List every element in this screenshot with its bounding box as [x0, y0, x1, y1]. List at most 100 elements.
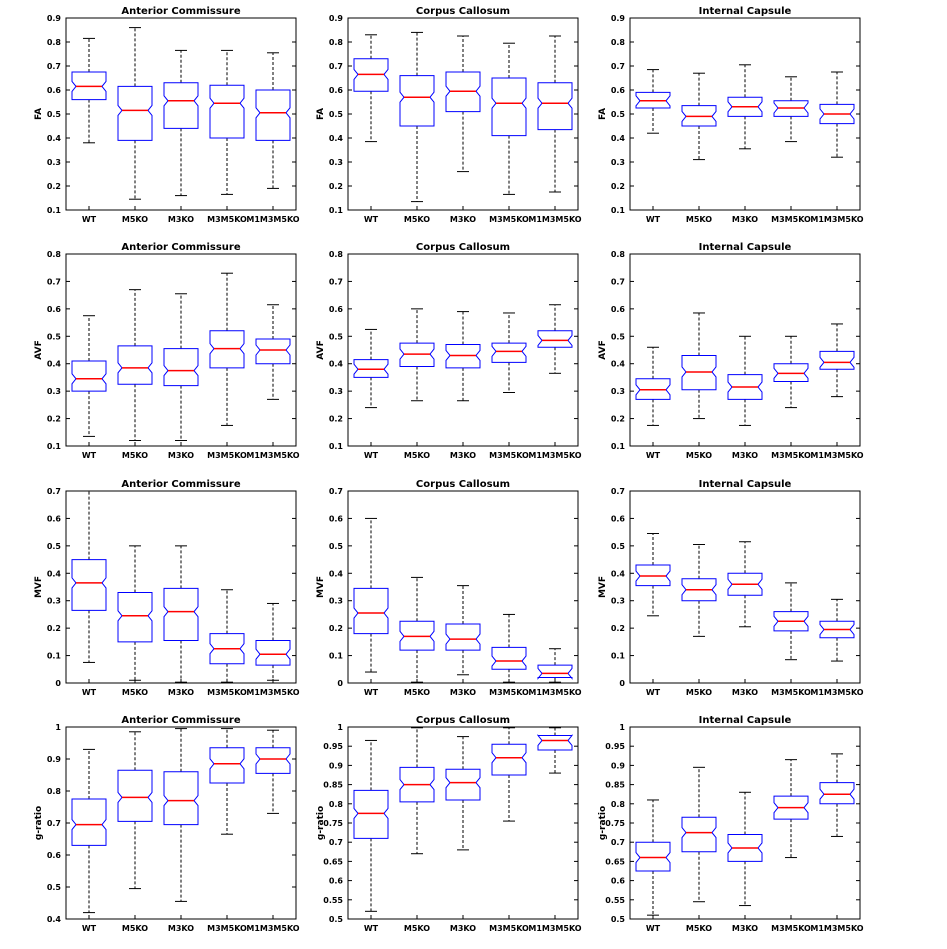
box-group: [163, 293, 199, 442]
box-group: [399, 31, 435, 203]
box-group: [537, 648, 573, 683]
box-group: [209, 728, 245, 835]
y-tick-label: 1: [337, 723, 343, 732]
box-group: [635, 799, 671, 916]
y-tick-label: 0.6: [47, 514, 62, 523]
y-tick-label: 0.7: [47, 62, 61, 71]
box-body: [491, 342, 527, 363]
box-body: [773, 100, 809, 117]
plot-frame: [629, 490, 861, 684]
x-tick-label: M3M5KO: [771, 215, 811, 224]
y-tick-label: 0.3: [47, 158, 61, 167]
y-tick-label: 0: [337, 679, 343, 688]
box-body: [255, 639, 291, 666]
y-tick-label: 0.2: [47, 182, 61, 191]
y-tick-label: 0.3: [611, 387, 625, 396]
y-tick-label: 0.6: [47, 86, 62, 95]
box-body: [819, 782, 855, 805]
x-tick-label: M5KO: [404, 924, 430, 933]
box-group: [773, 76, 809, 143]
y-tick-label: 0.6: [47, 851, 62, 860]
y-tick-label: 0.1: [329, 206, 344, 215]
y-tick-label: 0.7: [611, 62, 625, 71]
y-tick-label: 0.5: [47, 883, 62, 892]
y-tick-label: 0.3: [47, 597, 61, 606]
x-tick-label: M1M3M5KO: [528, 688, 581, 697]
y-tick-label: 0.8: [47, 38, 62, 47]
y-tick-label: 0.6: [611, 514, 626, 523]
x-tick-label: M1M3M5KO: [528, 924, 581, 933]
y-tick-label: 0.8: [47, 250, 62, 259]
y-axis-label: AVF: [598, 340, 608, 359]
y-tick-label: 0.2: [611, 415, 625, 424]
box-body: [353, 587, 389, 635]
x-tick-label: M3KO: [732, 924, 758, 933]
x-tick-label: M3M5KO: [489, 451, 529, 460]
y-tick-label: 0.6: [611, 86, 626, 95]
x-tick-label: M1M3M5KO: [246, 215, 299, 224]
x-tick-label: M1M3M5KO: [810, 688, 863, 697]
box-group: [819, 323, 855, 398]
box-group: [491, 312, 527, 394]
chart-panel: Corpus Callosum AVF 0.1 0.2 0.3 0.4 0.5 0.6 0.7 0…: [316, 242, 582, 460]
box-group: [353, 328, 389, 409]
box-group: [537, 35, 573, 193]
y-tick-label: 0.55: [605, 896, 625, 905]
box-group: [117, 289, 153, 442]
x-tick-label: M1M3M5KO: [246, 451, 299, 460]
y-tick-label: 0.2: [47, 415, 61, 424]
box-group: [445, 35, 481, 173]
y-tick-label: 0.4: [47, 915, 62, 924]
y-tick-label: 0.8: [47, 787, 62, 796]
box-group: [209, 589, 245, 683]
box-body: [445, 71, 481, 113]
box-group: [399, 727, 435, 855]
y-tick-label: 0.7: [611, 487, 625, 496]
box-body: [353, 58, 389, 92]
y-tick-label: 0.2: [329, 415, 343, 424]
x-tick-label: M5KO: [122, 215, 148, 224]
y-axis-label: MVF: [598, 576, 608, 598]
box-body: [635, 91, 671, 109]
box-group: [353, 739, 389, 912]
box-body: [635, 841, 671, 872]
x-tick-label: WT: [646, 451, 661, 460]
y-tick-label: 0.8: [329, 38, 344, 47]
box-group: [71, 315, 107, 437]
y-tick-label: 0.9: [611, 761, 626, 770]
y-tick-label: 0.75: [323, 819, 343, 828]
y-axis-label: AVF: [34, 340, 44, 359]
box-group: [163, 545, 199, 683]
x-tick-label: M5KO: [122, 451, 148, 460]
y-tick-label: 0.1: [47, 206, 62, 215]
y-tick-label: 0.95: [323, 742, 343, 751]
box-group: [727, 541, 763, 628]
x-tick-label: M5KO: [122, 688, 148, 697]
box-body: [537, 664, 573, 680]
y-tick-label: 0.7: [611, 838, 625, 847]
x-tick-label: M5KO: [686, 215, 712, 224]
chart-title: Corpus Callosum: [416, 715, 510, 726]
box-body: [163, 771, 199, 826]
x-tick-label: M5KO: [404, 451, 430, 460]
y-tick-label: 0.85: [323, 781, 343, 790]
y-tick-label: 0.2: [329, 624, 343, 633]
chart-title: Anterior Commissure: [121, 715, 240, 726]
x-tick-label: M3KO: [450, 924, 476, 933]
y-axis-label: AVF: [316, 340, 326, 359]
y-tick-label: 0.95: [605, 742, 625, 751]
y-tick-label: 0.7: [329, 838, 343, 847]
y-tick-label: 0.8: [329, 800, 344, 809]
y-tick-label: 0.3: [329, 597, 343, 606]
y-tick-label: 0.5: [329, 915, 344, 924]
box-body: [445, 344, 481, 369]
x-tick-label: WT: [82, 215, 97, 224]
chart-panel: Anterior Commissure AVF 0.1 0.2 0.3 0.4 0.5 0.6…: [34, 242, 300, 460]
y-tick-label: 0.55: [323, 896, 343, 905]
y-tick-label: 0.2: [329, 182, 343, 191]
x-tick-label: M3M5KO: [207, 215, 247, 224]
y-tick-label: 0.6: [329, 86, 344, 95]
chart-title: Internal Capsule: [699, 479, 792, 490]
box-body: [209, 330, 245, 369]
box-group: [681, 312, 717, 420]
